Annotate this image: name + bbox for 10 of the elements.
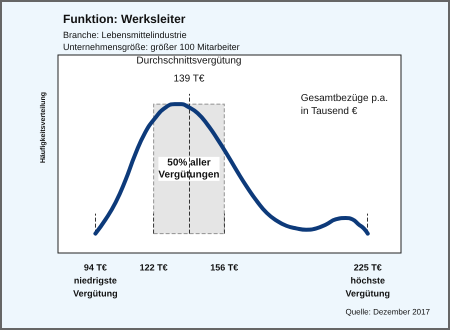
x-tick-label: 94 T€ niedrigste Vergütung <box>73 262 118 298</box>
x-tick-label: 122 T€ <box>140 262 168 272</box>
source-note: Quelle: Dezember 2017 <box>346 308 431 316</box>
chart-subtitle: Branche: Lebensmittelindustrie Unternehmensgröße: größer 100 Mitarbeiter <box>63 30 240 52</box>
ref-line-label: Durchschnittsvergütung 139 T€ <box>136 55 242 84</box>
band-label: 50% aller Vergütungen <box>158 157 220 180</box>
x-tick-label: 156 T€ <box>210 262 238 272</box>
annotation: Gesamtbezüge p.a. in Tausend € <box>300 93 388 117</box>
x-tick-label: 225 T€ höchste Vergütung <box>345 262 390 298</box>
chart-title: Funktion: Werksleiter <box>63 12 186 26</box>
